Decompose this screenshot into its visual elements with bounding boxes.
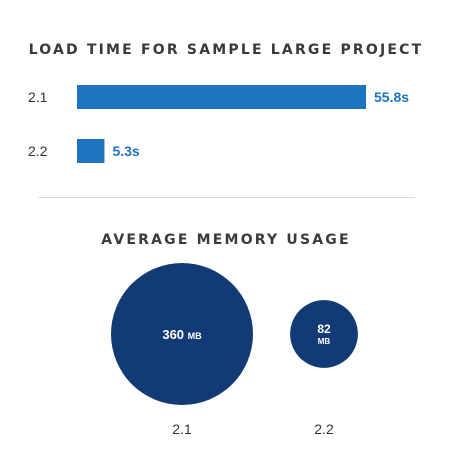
value-label-2.2: 5.3s bbox=[112, 143, 139, 159]
category-label-2.2: 2.2 bbox=[28, 143, 48, 159]
category-label-2.1: 2.1 bbox=[172, 421, 192, 437]
value-label-2.1: 55.8s bbox=[374, 89, 409, 105]
bar-2.2 bbox=[77, 139, 105, 163]
value-label-2.1: 360 MB bbox=[162, 327, 202, 342]
bar-2.1 bbox=[77, 85, 366, 109]
load-time-chart-title: LOAD TIME FOR SAMPLE LARGE PROJECT bbox=[28, 42, 424, 58]
value-label-2.2: 82 bbox=[317, 322, 331, 336]
value-unit-2.2: MB bbox=[318, 337, 331, 346]
memory-chart-title: AVERAGE MEMORY USAGE bbox=[101, 232, 351, 248]
load-time-chart: 2.1 55.8s 2.2 5.3s bbox=[28, 85, 409, 163]
bubble-2.2 bbox=[290, 300, 358, 368]
category-label-2.2: 2.2 bbox=[314, 421, 334, 437]
section-divider bbox=[38, 197, 415, 198]
category-label-2.1: 2.1 bbox=[28, 89, 48, 105]
bubble-2.1 bbox=[111, 263, 253, 405]
